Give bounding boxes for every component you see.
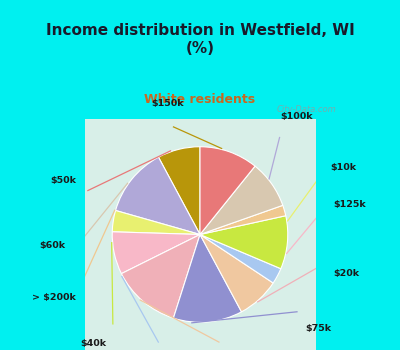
Wedge shape <box>200 234 281 283</box>
Text: White residents: White residents <box>144 93 256 106</box>
Wedge shape <box>112 232 200 274</box>
Text: $50k: $50k <box>50 176 76 186</box>
Wedge shape <box>200 234 273 312</box>
Wedge shape <box>173 234 242 322</box>
Text: $60k: $60k <box>39 241 65 250</box>
Text: $125k: $125k <box>333 201 366 209</box>
Wedge shape <box>112 210 200 234</box>
Text: > $200k: > $200k <box>32 293 76 302</box>
Text: $150k: $150k <box>151 99 184 108</box>
Text: $100k: $100k <box>281 112 313 121</box>
Wedge shape <box>200 166 283 235</box>
Text: $10k: $10k <box>330 163 356 173</box>
Wedge shape <box>200 205 286 234</box>
Text: $40k: $40k <box>81 339 107 348</box>
Text: $75k: $75k <box>305 324 331 333</box>
Wedge shape <box>122 234 200 318</box>
Text: $20k: $20k <box>333 269 359 278</box>
Text: Income distribution in Westfield, WI
(%): Income distribution in Westfield, WI (%) <box>46 23 354 56</box>
Wedge shape <box>158 147 200 235</box>
Wedge shape <box>200 147 255 235</box>
Wedge shape <box>200 216 288 269</box>
Text: City-Data.com: City-Data.com <box>276 105 336 114</box>
Wedge shape <box>116 157 200 234</box>
